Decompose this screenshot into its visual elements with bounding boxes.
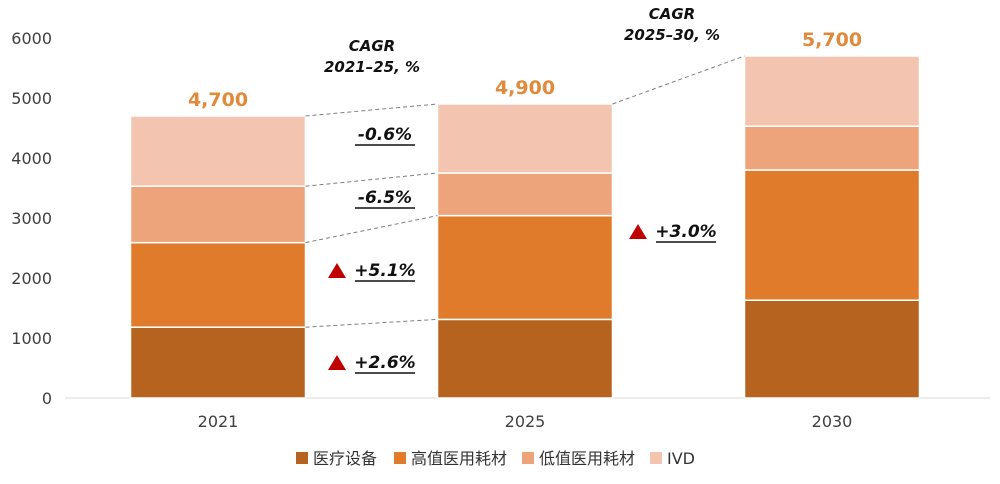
legend-label: 低值医用耗材 — [539, 449, 635, 468]
total-label: 4,700 — [188, 89, 248, 111]
y-tick-label: 3000 — [11, 209, 52, 228]
cagr-2021-25-annotation: CAGR 2021–25, % — [324, 37, 420, 76]
connector-line — [305, 172, 438, 187]
cagr-rate-label: +2.6% — [354, 353, 415, 373]
bar-segment — [436, 318, 614, 399]
x-tick-label: 2025 — [505, 412, 546, 431]
y-tick-label: 5000 — [11, 89, 52, 108]
bar-segment — [436, 214, 614, 321]
legend-swatch — [296, 452, 308, 464]
cagr-rate-label: +3.0% — [655, 222, 716, 242]
connector-line — [305, 215, 438, 244]
legend: 医疗设备 高值医用耗材 低值医用耗材 IVD — [296, 449, 695, 468]
connector-line — [305, 103, 438, 117]
bar-segment — [743, 299, 921, 399]
total-label: 5,700 — [802, 29, 862, 51]
cagr-2025-30-title: CAGR — [649, 5, 695, 23]
cagr-2025-30-annotation: CAGR 2025–30, % — [624, 5, 720, 44]
cagr-2025-30-subtitle: 2025–30, % — [624, 26, 720, 44]
cagr-rate-label: -0.6% — [358, 125, 412, 145]
y-tick-label: 6000 — [11, 29, 52, 48]
bar-segment — [743, 125, 921, 171]
bar-segment — [436, 103, 614, 174]
x-tick-label: 2021 — [198, 412, 239, 431]
connector-line — [612, 55, 745, 105]
up-triangle-icon — [328, 263, 346, 278]
legend-label: 高值医用耗材 — [411, 449, 507, 468]
cagr-connector-lines — [305, 55, 745, 328]
bar-segment — [129, 115, 307, 187]
cagr-2021-25-subtitle: 2021–25, % — [324, 58, 420, 76]
y-tick-label: 4000 — [11, 149, 52, 168]
y-tick-label: 1000 — [11, 329, 52, 348]
legend-swatch — [394, 452, 406, 464]
up-triangle-icon — [629, 224, 647, 239]
legend-swatch — [522, 452, 534, 464]
bar-stacks — [129, 55, 921, 399]
legend-label: IVD — [667, 449, 695, 468]
cagr-2021-25-title: CAGR — [349, 37, 395, 55]
bar-segment — [129, 185, 307, 244]
up-triangle-icon — [328, 355, 346, 370]
total-label: 4,900 — [495, 77, 555, 99]
connector-line — [305, 318, 438, 328]
cagr-rate-label: -6.5% — [358, 188, 412, 208]
bar-segment — [743, 169, 921, 301]
y-tick-label: 2000 — [11, 269, 52, 288]
cagr-rates: -0.6% -6.5% +5.1% +2.6% +3.0% — [328, 125, 717, 374]
total-labels: 4,700 4,900 5,700 — [188, 29, 862, 111]
bar-segment — [129, 326, 307, 399]
x-axis: 2021 2025 2030 — [198, 412, 853, 431]
x-tick-label: 2030 — [812, 412, 853, 431]
bar-segment — [129, 241, 307, 328]
cagr-rate-label: +5.1% — [354, 261, 415, 281]
y-tick-label: 0 — [42, 389, 52, 408]
legend-label: 医疗设备 — [313, 449, 377, 468]
bar-segment — [743, 55, 921, 127]
legend-swatch — [650, 452, 662, 464]
bar-segment — [436, 172, 614, 217]
